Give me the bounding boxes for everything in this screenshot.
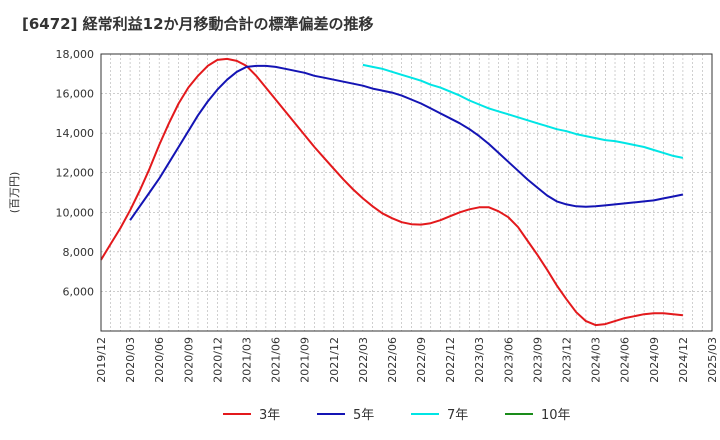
x-tick-label: 2024/12 (677, 337, 690, 383)
x-tick-label: 2024/09 (648, 337, 661, 383)
plot-area-frame (100, 53, 713, 332)
x-tick-label: 2023/03 (473, 337, 486, 383)
y-tick-label: 14,000 (56, 127, 95, 140)
y-tick-label: 18,000 (56, 48, 95, 61)
y-axis-ticks: 6,000 8,000 10,000 12,000 14,000 16,000 18,000 (56, 48, 95, 298)
legend-label-10年: 10年 (541, 408, 571, 423)
x-tick-label: 2023/12 (561, 337, 574, 383)
x-tick-label: 2022/09 (415, 337, 428, 383)
x-tick-label: 2023/09 (531, 337, 544, 383)
legend: 3年 5年 7年 10年 (223, 408, 571, 423)
series-line-5年 (129, 64, 684, 221)
x-tick-label: 2020/06 (153, 337, 166, 383)
legend-label-5年: 5年 (353, 408, 374, 423)
legend-label-7年: 7年 (447, 408, 468, 423)
x-tick-label: 2024/06 (619, 337, 632, 383)
legend-label-3年: 3年 (259, 408, 280, 423)
x-tick-label: 2021/06 (270, 337, 283, 383)
grid (101, 54, 712, 331)
x-tick-label: 2024/03 (590, 337, 603, 383)
y-tick-label: 8,000 (63, 246, 95, 259)
x-tick-label: 2020/03 (124, 337, 137, 383)
x-tick-label: 2022/06 (386, 337, 399, 383)
y-tick-label: 10,000 (56, 206, 95, 219)
chart-title: [6472] 経常利益12か月移動合計の標準偏差の推移 (22, 15, 374, 33)
y-axis-label: (百万円) (8, 172, 21, 214)
x-axis-ticks: 2019/12 2020/03 2020/06 2020/09 2020/12 2021/… (95, 337, 719, 383)
x-tick-label: 2022/12 (444, 337, 457, 383)
x-tick-label: 2025/03 (706, 337, 719, 383)
y-tick-label: 6,000 (63, 285, 95, 298)
x-tick-label: 2021/09 (299, 337, 312, 383)
series-line-3年 (100, 57, 684, 327)
y-tick-label: 16,000 (56, 88, 95, 101)
x-tick-label: 2020/09 (182, 337, 195, 383)
series-line-7年 (362, 63, 684, 159)
x-tick-label: 2019/12 (95, 337, 108, 383)
x-tick-label: 2021/12 (328, 337, 341, 383)
series-lines (100, 57, 684, 327)
y-tick-label: 12,000 (56, 167, 95, 180)
x-tick-label: 2023/06 (502, 337, 515, 383)
x-tick-label: 2022/03 (357, 337, 370, 383)
x-tick-label: 2021/03 (241, 337, 254, 383)
x-tick-label: 2020/12 (211, 337, 224, 383)
